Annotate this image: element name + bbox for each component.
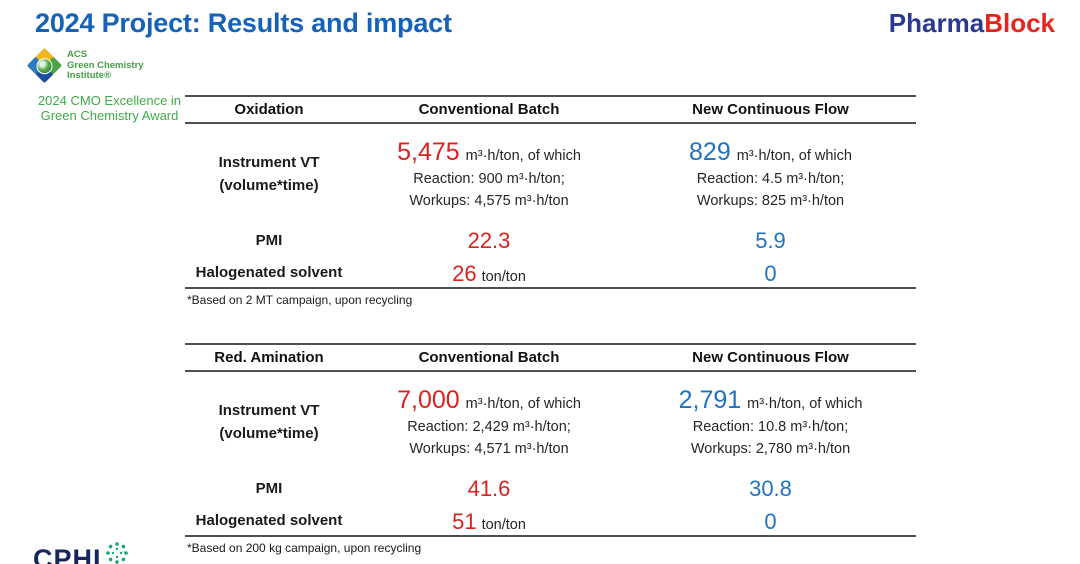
- vt-flow-value: 2,791: [678, 386, 742, 414]
- row-label-pmi: PMI: [255, 232, 283, 249]
- award-line1: 2024 CMO Excellence in: [37, 93, 182, 108]
- vt-flow-workups: Workups: 2,780 m³·h/ton: [690, 441, 851, 457]
- vt-flow-unit: m³·h/ton, of which: [747, 396, 863, 412]
- solvent-batch-value: 26: [452, 261, 477, 286]
- pharmablock-logo: PharmaBlock: [889, 8, 1055, 39]
- vt-label-line1: Instrument VT: [218, 401, 320, 419]
- acs-line1: ACS: [67, 49, 88, 60]
- row-label-halogenated-solvent: Halogenated solvent: [195, 511, 343, 529]
- vt-label-line1: Instrument VT: [218, 153, 320, 171]
- table-red-amination: Red. Amination Conventional Batch New Co…: [185, 343, 916, 555]
- acs-diamond-globe-icon: [26, 48, 63, 84]
- acs-gci-logo: ACS Green Chemistry Institute®: [26, 48, 144, 84]
- solvent-batch-cell: 26 ton/ton: [353, 257, 625, 287]
- pmi-flow-value: 30.8: [749, 476, 792, 501]
- brand-part-block: Block: [984, 8, 1055, 38]
- acs-line2: Green Chemistry: [67, 59, 144, 71]
- table-row-halogenated-solvent: Halogenated solvent 26 ton/ton 0: [185, 257, 916, 289]
- award-caption: 2024 CMO Excellence in Green Chemistry A…: [22, 93, 197, 124]
- vt-batch-reaction: Reaction: 900 m³·h/ton;: [413, 171, 565, 187]
- vt-batch-cell: 5,475 m³·h/ton, of which Reaction: 900 m…: [353, 124, 625, 224]
- globe-icon: [36, 57, 53, 74]
- award-line2: Green Chemistry Award: [40, 108, 179, 124]
- vt-flow-cell: 829 m³·h/ton, of which Reaction: 4.5 m³·…: [625, 124, 916, 224]
- solvent-flow-value: 0: [764, 509, 777, 534]
- cphi-logo-text: CPHI: [33, 544, 102, 564]
- row-label-pmi: PMI: [255, 480, 283, 497]
- cphi-logo: CPHI: [33, 542, 130, 564]
- vt-batch-value: 7,000: [397, 386, 460, 414]
- acs-logo-text: ACS Green Chemistry Institute®: [67, 49, 144, 82]
- row-label-instrument-vt: Instrument VT (volume*time): [185, 372, 353, 472]
- col-header-flow: New Continuous Flow: [692, 349, 849, 366]
- col-header-process: Oxidation: [234, 101, 304, 118]
- solvent-batch-unit: ton/ton: [481, 269, 526, 285]
- footnote-oxidation: *Based on 2 MT campaign, upon recycling: [187, 293, 413, 307]
- vt-label-line2: (volume*time): [219, 425, 319, 442]
- vt-flow-reaction: Reaction: 10.8 m³·h/ton;: [692, 419, 849, 435]
- vt-flow-cell: 2,791 m³·h/ton, of which Reaction: 10.8 …: [625, 372, 916, 472]
- row-label-halogenated-solvent: Halogenated solvent: [195, 263, 343, 281]
- vt-batch-unit: m³·h/ton, of which: [465, 148, 581, 164]
- pmi-flow-value: 5.9: [755, 228, 786, 253]
- pmi-batch-value: 41.6: [467, 476, 511, 501]
- vt-batch-workups: Workups: 4,571 m³·h/ton: [409, 441, 569, 457]
- solvent-batch-cell: 51 ton/ton: [353, 505, 625, 535]
- page-title: 2024 Project: Results and impact: [35, 8, 452, 38]
- vt-flow-value: 829: [689, 138, 731, 166]
- table-row-pmi: PMI 41.6 30.8: [185, 472, 916, 505]
- table-row-halogenated-solvent: Halogenated solvent 51 ton/ton 0: [185, 505, 916, 537]
- vt-flow-unit: m³·h/ton, of which: [736, 148, 852, 164]
- table-red-amination-header: Red. Amination Conventional Batch New Co…: [185, 343, 916, 372]
- table-oxidation-header: Oxidation Conventional Batch New Continu…: [185, 95, 916, 124]
- solvent-flow-value: 0: [764, 261, 777, 286]
- cphi-burst-icon: [105, 542, 128, 564]
- brand-part-pharma: Pharma: [888, 8, 985, 38]
- col-header-flow: New Continuous Flow: [692, 101, 849, 118]
- vt-label-line2: (volume*time): [219, 177, 319, 194]
- vt-batch-unit: m³·h/ton, of which: [465, 396, 581, 412]
- table-row-instrument-vt: Instrument VT (volume*time) 7,000 m³·h/t…: [185, 372, 916, 472]
- table-row-instrument-vt: Instrument VT (volume*time) 5,475 m³·h/t…: [185, 124, 916, 224]
- acs-line3: Institute®: [67, 70, 111, 82]
- vt-batch-reaction: Reaction: 2,429 m³·h/ton;: [407, 419, 571, 435]
- col-header-process: Red. Amination: [214, 349, 324, 366]
- table-oxidation: Oxidation Conventional Batch New Continu…: [185, 95, 916, 307]
- solvent-batch-unit: ton/ton: [481, 517, 526, 533]
- footnote-red-amination: *Based on 200 kg campaign, upon recyclin…: [187, 541, 422, 555]
- col-header-batch: Conventional Batch: [418, 349, 560, 366]
- pmi-batch-value: 22.3: [467, 228, 511, 253]
- vt-batch-cell: 7,000 m³·h/ton, of which Reaction: 2,429…: [353, 372, 625, 472]
- vt-flow-reaction: Reaction: 4.5 m³·h/ton;: [696, 171, 845, 187]
- vt-batch-workups: Workups: 4,575 m³·h/ton: [409, 193, 569, 209]
- vt-batch-value: 5,475: [397, 138, 460, 166]
- vt-flow-workups: Workups: 825 m³·h/ton: [696, 193, 845, 209]
- table-row-pmi: PMI 22.3 5.9: [185, 224, 916, 257]
- solvent-batch-value: 51: [452, 509, 477, 534]
- col-header-batch: Conventional Batch: [418, 101, 560, 118]
- row-label-instrument-vt: Instrument VT (volume*time): [185, 124, 353, 224]
